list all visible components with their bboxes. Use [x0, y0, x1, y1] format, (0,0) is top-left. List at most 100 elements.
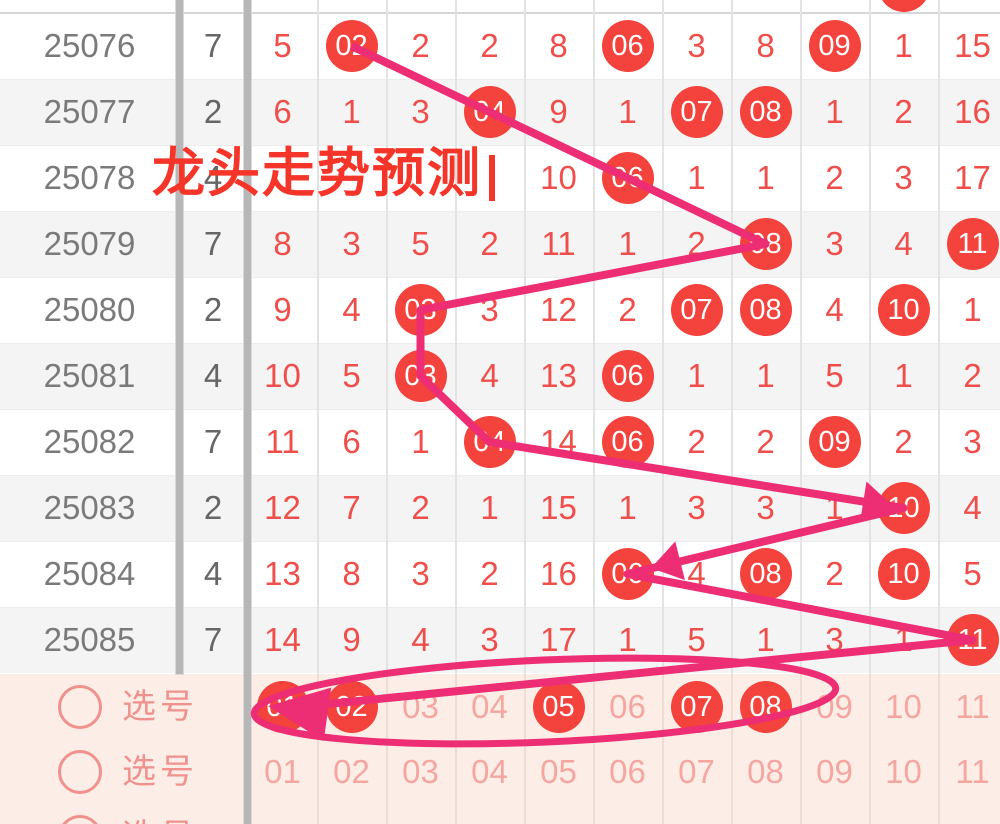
ball-cell: 1: [756, 357, 775, 394]
ball-cell: 12: [540, 291, 577, 328]
column-divider: [317, 674, 319, 824]
hit-ball: 08: [739, 548, 792, 600]
ball-cell: 2: [411, 489, 430, 526]
table-row: 25085 7 14 9 4 3 17 1 5 1 3 1 11: [0, 607, 1000, 673]
pick-number-selected[interactable]: 08: [739, 680, 792, 733]
head-count: 4: [203, 357, 223, 394]
pick-number-selected[interactable]: 05: [532, 680, 585, 733]
hit-ball: 10: [877, 284, 930, 336]
ball-cell: 1: [687, 357, 706, 394]
ball-cell: 16: [540, 555, 577, 592]
period-label: 25079: [43, 225, 136, 262]
ball-cell: 3: [687, 489, 706, 526]
ball-cell: 14: [264, 621, 301, 658]
ball-cell: 4: [342, 291, 361, 328]
ball-cell: 2: [480, 555, 499, 592]
table-row: 25084 4 13 8 3 2 16 06 4 08 2 10 5: [0, 541, 1000, 607]
ball-cell: 1: [411, 423, 430, 460]
row-divider: [0, 343, 1000, 344]
hit-ball: 09: [808, 416, 861, 468]
pick-number[interactable]: 11: [955, 688, 990, 725]
pick-label[interactable]: 选号: [105, 817, 215, 824]
table-row: 25082 7 11 6 1 04 14 06 2 2 09 2 3: [0, 409, 1000, 475]
pick-number[interactable]: 11: [955, 753, 990, 790]
pick-number[interactable]: 01: [264, 753, 301, 790]
table-row: 25083 2 12 7 2 1 15 1 3 3 1 10 4: [0, 475, 1000, 541]
pick-number[interactable]: 03: [402, 688, 439, 725]
pick-number[interactable]: 08: [747, 753, 784, 790]
hit-ball: 10: [877, 482, 930, 534]
hit-ball: 06: [601, 416, 654, 468]
pick-number[interactable]: 06: [609, 688, 646, 725]
pick-number[interactable]: 06: [593, 804, 662, 824]
pick-number[interactable]: 05: [540, 753, 577, 790]
pick-number[interactable]: 03: [402, 753, 439, 790]
table-row: 25079 7 8 3 5 2 11 1 2 08 3 4 11: [0, 211, 1000, 277]
row-divider: [0, 409, 1000, 410]
column-divider: [869, 0, 871, 674]
ball-cell: 1: [342, 93, 361, 130]
pick-number[interactable]: 01: [248, 804, 317, 824]
pick-number[interactable]: 10: [885, 753, 922, 790]
hit-ball: 11: [946, 218, 999, 270]
pick-label[interactable]: 选号: [122, 752, 198, 791]
head-count: 2: [203, 489, 223, 526]
ball-cell: 9: [549, 93, 568, 130]
pick-number[interactable]: 02: [333, 753, 370, 790]
column-divider: [386, 0, 388, 674]
ball-cell: 1: [894, 27, 913, 64]
hit-ball: 08: [739, 284, 792, 336]
ball-cell: 2: [894, 423, 913, 460]
ball-cell: 5: [273, 27, 292, 64]
ball-cell: 2: [480, 225, 499, 262]
ball-cell: 9: [273, 291, 292, 328]
hit-ball: 06: [601, 152, 654, 204]
pick-radio[interactable]: [58, 684, 102, 729]
head-count: 7: [203, 621, 223, 658]
pick-number[interactable]: 06: [609, 753, 646, 790]
period-label: 25084: [43, 555, 136, 592]
partial-hit-ball: [877, 0, 930, 12]
ball-cell: 1: [618, 489, 637, 526]
pick-number[interactable]: 07: [678, 753, 715, 790]
pick-number[interactable]: 10: [869, 804, 938, 824]
pick-number[interactable]: 07: [662, 804, 731, 824]
pick-radio[interactable]: [58, 749, 102, 794]
ball-cell: 8: [549, 27, 568, 64]
pick-number-selected[interactable]: 07: [670, 680, 723, 733]
pick-number[interactable]: 09: [816, 688, 853, 725]
pick-number[interactable]: 02: [317, 804, 386, 824]
pick-number[interactable]: 08: [731, 804, 800, 824]
ball-cell: 15: [954, 27, 991, 64]
ball-cell: 13: [264, 555, 301, 592]
pick-number[interactable]: 10: [885, 688, 922, 725]
pick-number[interactable]: 05: [524, 804, 593, 824]
column-divider: [938, 0, 940, 674]
pick-label[interactable]: 选号: [122, 687, 198, 726]
pick-number[interactable]: 11: [938, 804, 1000, 824]
hit-ball: 09: [808, 20, 861, 72]
head-count: 7: [203, 423, 223, 460]
hit-ball: 06: [601, 548, 654, 600]
column-divider: [593, 674, 595, 824]
ball-cell: 2: [825, 159, 844, 196]
ball-cell: 4: [894, 225, 913, 262]
ball-cell: 5: [687, 621, 706, 658]
pick-number[interactable]: 04: [455, 804, 524, 824]
pick-number[interactable]: 04: [471, 753, 508, 790]
hit-ball: 06: [601, 20, 654, 72]
pick-number-selected[interactable]: 02: [325, 680, 378, 733]
hit-ball: 06: [601, 350, 654, 402]
pick-number[interactable]: 09: [816, 753, 853, 790]
row-divider: [0, 607, 1000, 608]
ball-cell: 12: [264, 489, 301, 526]
ball-cell: 14: [540, 423, 577, 460]
column-divider: [593, 0, 595, 674]
ball-cell: 10: [264, 357, 301, 394]
pick-number[interactable]: 09: [800, 804, 869, 824]
ball-cell: 15: [540, 489, 577, 526]
row-divider: [0, 211, 1000, 212]
pick-number[interactable]: 04: [471, 688, 508, 725]
pick-number[interactable]: 03: [386, 804, 455, 824]
pick-number-selected[interactable]: 01: [256, 680, 309, 733]
